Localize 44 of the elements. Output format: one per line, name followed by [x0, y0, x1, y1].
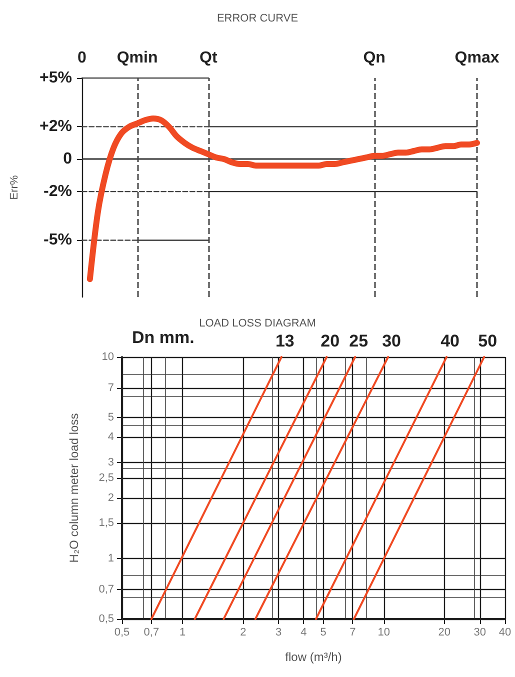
x-tick-label: 7 [350, 626, 356, 638]
series-label: 20 [320, 332, 340, 350]
x-tick-label: Qt [200, 50, 218, 66]
x-tick-label: 40 [498, 626, 512, 638]
x-tick-label: 3 [276, 626, 282, 638]
y-axis-title: H₂O column meter load loss [67, 413, 81, 563]
x-tick-label: Qmax [454, 50, 500, 66]
y-tick-label: 1 [108, 552, 114, 564]
y-tick-label: 4 [108, 431, 114, 444]
x-tick-label: 20 [438, 626, 451, 638]
y-tick-label: 10 [102, 351, 114, 363]
x-tick-label: 0,7 [144, 626, 160, 638]
series-label: 13 [275, 332, 294, 350]
series-label: 30 [382, 332, 402, 350]
y-tick-label: 0,5 [98, 613, 114, 625]
x-tick-label: Qmin [116, 50, 158, 66]
x-tick-label: 0 [78, 50, 87, 66]
y-tick-label: -2% [44, 183, 72, 200]
x-tick-label: Qn [363, 50, 386, 66]
y-tick-label: 0 [63, 150, 72, 168]
chart-title: LOAD LOSS DIAGRAM [199, 318, 316, 330]
series-label: 40 [440, 332, 460, 350]
x-tick-label: 1 [180, 626, 186, 638]
y-tick-label: -5% [44, 232, 72, 249]
chart-title: ERROR CURVE [216, 12, 298, 24]
x-tick-label: 10 [378, 626, 390, 638]
y-tick-label: +2% [40, 118, 72, 136]
x-axis-title: flow (m³/h) [285, 650, 342, 664]
series-label: 25 [349, 332, 368, 350]
y-tick-label: 0,7 [98, 584, 114, 596]
x-tick-label: 4 [300, 626, 307, 638]
x-tick-label: 30 [474, 626, 486, 638]
y-tick-label: 3 [108, 456, 114, 468]
y-tick-label: +5% [40, 70, 72, 86]
series-label: 50 [478, 332, 498, 350]
y-tick-label: 2 [108, 492, 114, 504]
text: Dn mm. [132, 328, 194, 347]
y-tick-label: 5 [108, 412, 114, 424]
x-tick-label: 5 [320, 626, 326, 638]
x-tick-label: 2 [240, 626, 246, 638]
y-tick-label: 2,5 [98, 472, 114, 484]
y-axis-title: Err% [8, 175, 20, 200]
y-tick-label: 1,5 [98, 516, 114, 529]
y-tick-label: 7 [108, 382, 114, 394]
